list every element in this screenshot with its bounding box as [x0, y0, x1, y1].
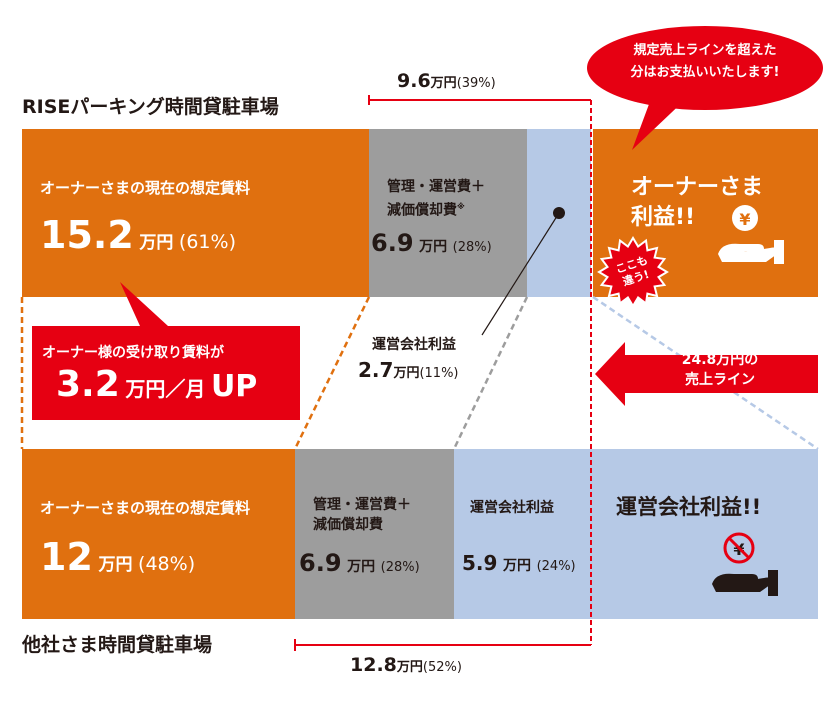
bottom-op-profit-amount: 5.9 万円 (24%) — [462, 551, 576, 575]
sales-line-label-line2: 売上ライン — [685, 372, 755, 388]
owner-profit-title-line1: オーナーさま — [631, 175, 764, 200]
mid-op-profit-amount: 2.7万円(11%) — [358, 358, 459, 382]
top-cost-label: 管理・運営費＋ 減価償却費※ — [387, 177, 485, 221]
uplift-value: 3.2 — [56, 364, 120, 405]
bottom-owner-rent-amount: 12 万円 (48%) — [40, 535, 195, 579]
bottom-cost-pct: (28%) — [380, 560, 420, 575]
mid-op-profit-unit: 万円 — [393, 366, 420, 381]
sales-line-label: 24.8万円の 売上ライン — [630, 350, 810, 390]
bottom-op-profit-value: 5.9 — [462, 551, 498, 575]
connector-orange-dashed — [293, 296, 371, 450]
rise-parking-title: RISEパーキング時間貸駐車場 — [22, 96, 279, 118]
bottom-op-profit-block: 運営会社利益 5.9 万円 (24%) 運営会社利益!! — [454, 449, 818, 619]
bottom-cost-amount: 6.9 万円 (28%) — [299, 549, 420, 577]
bottom-range-pct: (52%) — [422, 660, 462, 675]
top-owner-rent-value: 15.2 — [40, 213, 134, 257]
sales-line-label-line1: 24.8万円の — [681, 352, 759, 368]
bottom-owner-rent-label: オーナーさまの現在の想定賃料 — [40, 499, 251, 517]
differ-badge-starburst — [597, 236, 669, 308]
mid-op-profit-pct: (11%) — [419, 366, 459, 381]
yen-coin-icon — [732, 205, 758, 231]
bottom-cost-label-line2: 減価償却費 — [313, 517, 383, 533]
top-owner-rent-amount: 15.2 万円 (61%) — [40, 213, 236, 257]
bottom-op-profit-title: 運営会社利益!! — [616, 495, 762, 519]
top-cost-amount: 6.9 万円 (28%) — [371, 229, 492, 257]
top-cost-value: 6.9 — [371, 229, 414, 257]
bottom-owner-rent-block: オーナーさまの現在の想定賃料 12 万円 (48%) — [22, 449, 295, 619]
top-cost-block: 管理・運営費＋ 減価償却費※ 6.9 万円 (28%) — [369, 129, 527, 297]
top-owner-rent-block: オーナーさまの現在の想定賃料 15.2 万円 (61%) — [22, 129, 369, 297]
top-cost-unit: 万円 — [419, 239, 448, 255]
top-cost-label-line2: 減価償却費 — [387, 202, 457, 219]
mid-op-profit-value: 2.7 — [358, 358, 394, 382]
hand-cuff-icon — [774, 240, 784, 264]
owner-profit-title-line2: 利益!! — [631, 205, 696, 230]
bottom-owner-rent-unit: 万円 — [98, 555, 133, 575]
speech-bubble — [587, 26, 823, 110]
pointer-leader-line — [481, 212, 560, 336]
owner-profit-title: オーナーさま 利益!! — [631, 173, 763, 233]
bottom-cost-label: 管理・運営費＋ 減価償却費 — [313, 495, 411, 535]
dark-hand-cuff-icon — [768, 570, 778, 596]
uplift-suffix: UP — [210, 369, 258, 404]
top-cost-pct: (28%) — [452, 240, 492, 255]
yen-symbol-icon: ¥ — [739, 210, 750, 229]
connector-gray-dashed — [452, 296, 529, 450]
hand-icon — [718, 243, 780, 262]
bottom-op-profit-pct: (24%) — [536, 559, 576, 574]
bottom-cost-label-line1: 管理・運営費＋ — [313, 497, 411, 513]
top-cost-label-line2-wrap: 減価償却費※ — [387, 197, 485, 221]
bubble-line2: 分はお支払いいたします! — [630, 65, 780, 80]
uplift-callout-shape — [32, 282, 300, 420]
bottom-cost-unit: 万円 — [347, 559, 376, 575]
no-yen-hand-icon: ¥ — [712, 532, 778, 596]
top-range-value: 9.6 — [397, 70, 431, 92]
mid-op-profit-label: 運営会社利益 — [372, 337, 456, 353]
bottom-op-profit-label: 運営会社利益 — [470, 500, 554, 516]
no-yen-circle-icon — [723, 532, 755, 564]
bottom-cost-block: 管理・運営費＋ 減価償却費 6.9 万円 (28%) — [295, 449, 454, 619]
bottom-range-unit: 万円 — [396, 660, 423, 675]
other-parking-title: 他社さま時間貸駐車場 — [22, 634, 213, 656]
top-cost-label-line1: 管理・運営費＋ — [387, 179, 485, 195]
top-range-label: 9.6万円(39%) — [397, 70, 496, 92]
dark-hand-icon — [712, 573, 774, 592]
uplift-label: オーナー様の受け取り賃料が — [42, 345, 224, 361]
bubble-line1: 規定売上ラインを超えた — [633, 43, 777, 58]
uplift-amount: 3.2 万円／月 UP — [56, 364, 257, 405]
bottom-range-value: 12.8 — [350, 654, 397, 676]
bottom-owner-rent-pct: (48%) — [138, 553, 196, 575]
yen-hand-icon: ¥ — [718, 205, 784, 264]
bottom-cost-value: 6.9 — [299, 549, 342, 577]
no-yen-slash-icon — [727, 536, 751, 560]
top-owner-rent-label: オーナーさまの現在の想定賃料 — [40, 179, 251, 197]
top-range-pct: (39%) — [456, 76, 496, 91]
top-range-unit: 万円 — [430, 76, 457, 91]
bottom-op-profit-unit: 万円 — [503, 558, 532, 574]
top-cost-mark: ※ — [457, 202, 465, 211]
uplift-unit: 万円／月 — [125, 377, 206, 401]
bottom-range-label: 12.8万円(52%) — [350, 654, 462, 676]
sales-line-arrow — [595, 342, 818, 406]
top-owner-rent-pct: (61%) — [178, 231, 236, 253]
bottom-owner-rent-value: 12 — [40, 535, 93, 579]
top-owner-rent-unit: 万円 — [139, 233, 174, 253]
